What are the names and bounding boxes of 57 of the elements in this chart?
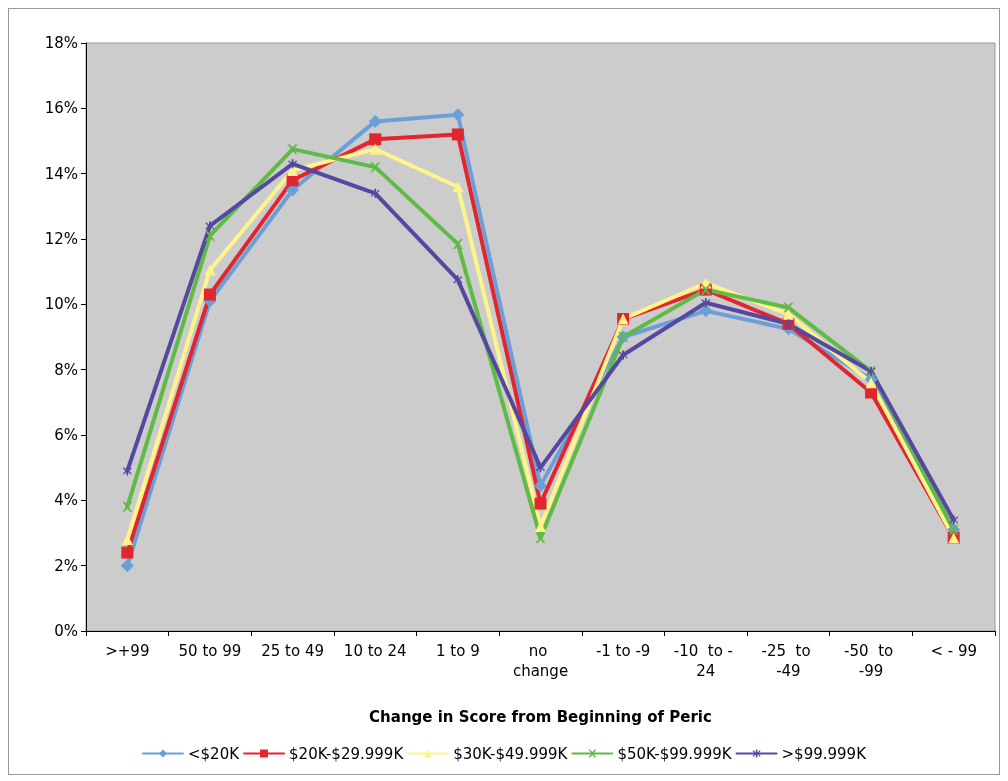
point — [452, 238, 463, 249]
y-tick-label: 12% — [44, 230, 78, 248]
point — [121, 534, 133, 546]
point — [453, 275, 463, 285]
x-tick-label: 10 to 24 — [343, 642, 407, 660]
point — [865, 386, 878, 399]
x-axis-title: Change in Score from Beginning of Peric — [369, 707, 712, 726]
point — [122, 466, 132, 476]
y-tick-label: 0% — [54, 622, 78, 640]
x-tick-label: -1 to -9 — [595, 642, 651, 660]
x-tick-label: < - 99 — [930, 642, 977, 660]
legend-label: $50K-$99.999K — [617, 744, 733, 763]
point — [121, 546, 134, 559]
point — [535, 532, 546, 543]
y-tick-label: 4% — [54, 491, 78, 510]
point — [369, 143, 381, 155]
x-tick-label: 25 to 49 — [261, 642, 324, 660]
x-tick-label: -25 to -49 — [761, 642, 816, 680]
y-tick-label: 6% — [54, 426, 78, 444]
point — [370, 162, 381, 173]
point — [452, 181, 464, 193]
y-tick-label: 10% — [44, 295, 78, 314]
point — [369, 133, 382, 146]
y-tick-label: 8% — [54, 360, 78, 379]
point — [204, 230, 215, 241]
legend-label: $20K-$29.999K — [289, 744, 405, 763]
point — [618, 350, 628, 360]
x-tick-label: -50 to -99 — [844, 642, 898, 680]
point — [122, 501, 133, 512]
point — [451, 128, 464, 141]
point — [783, 302, 794, 313]
legend-label: >$99.999K — [781, 744, 868, 763]
point — [782, 308, 794, 320]
x-tick-label: >+99 — [105, 642, 150, 660]
legend-label: $30K-$49.999K — [453, 744, 569, 763]
point — [865, 377, 877, 389]
y-tick-label: 16% — [44, 99, 78, 118]
point — [287, 144, 298, 155]
point — [534, 497, 547, 510]
point — [370, 188, 380, 198]
point — [949, 515, 959, 525]
point — [368, 114, 382, 128]
legend-label: <$20K — [188, 744, 241, 763]
x-tick-label: 1 to 9 — [436, 642, 480, 660]
x-tick-label: -10 to - 24 — [673, 642, 738, 680]
y-tick-label: 18% — [44, 34, 78, 52]
point — [451, 108, 465, 122]
point — [204, 264, 216, 276]
point — [701, 298, 711, 308]
y-tick-label: 2% — [54, 556, 78, 575]
x-tick-label: no change — [512, 642, 569, 680]
y-tick-label: 14% — [44, 164, 78, 183]
point — [120, 559, 134, 573]
point — [699, 304, 713, 318]
x-tick-label: 50 to 99 — [178, 642, 242, 660]
point — [203, 288, 216, 301]
point — [205, 221, 215, 231]
